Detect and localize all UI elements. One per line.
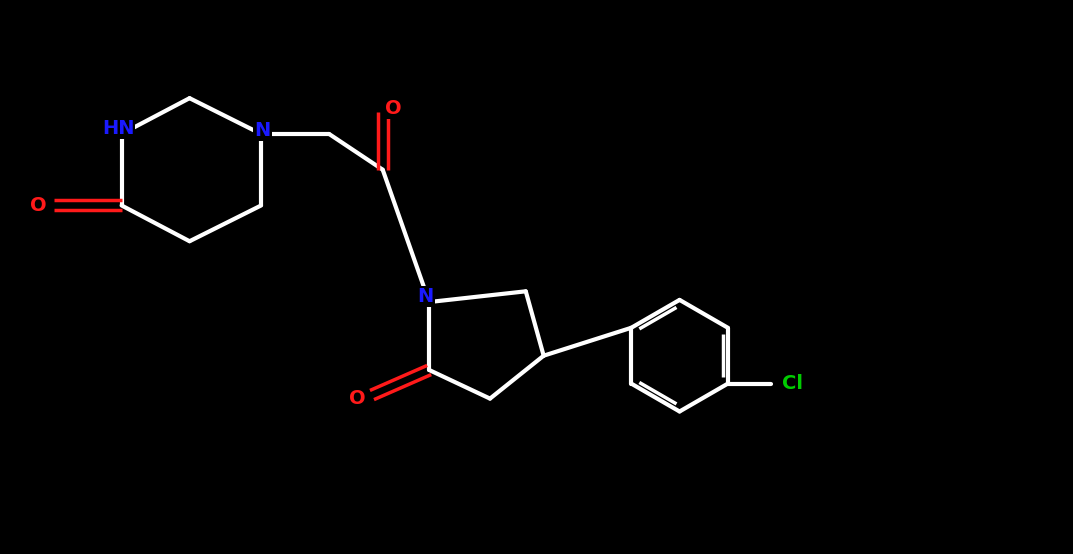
Text: O: O <box>30 196 46 215</box>
Text: O: O <box>350 389 366 408</box>
Text: O: O <box>385 99 401 119</box>
Text: N: N <box>417 287 433 306</box>
Text: N: N <box>254 121 270 140</box>
Text: Cl: Cl <box>782 374 803 393</box>
Text: HN: HN <box>102 119 134 138</box>
